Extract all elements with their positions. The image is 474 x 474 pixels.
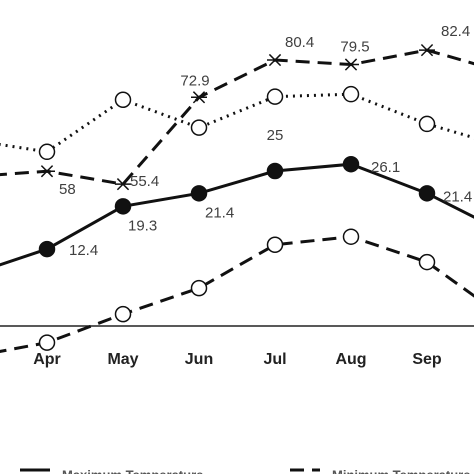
- point-marker: [190, 279, 208, 297]
- x-tick-label: Jul: [263, 351, 286, 368]
- x-tick-label: Apr: [33, 351, 61, 368]
- data-label: 19.3: [128, 217, 157, 234]
- star-marker: [267, 53, 283, 67]
- x-tick-label: May: [107, 351, 138, 368]
- data-label: 79.5: [340, 38, 369, 55]
- point-marker: [342, 155, 360, 173]
- point-marker: [266, 88, 284, 105]
- data-label: 21.4: [205, 204, 234, 221]
- point-marker: [114, 198, 132, 215]
- point-marker: [38, 240, 56, 258]
- point-marker: [190, 185, 208, 202]
- point-marker: [418, 185, 436, 202]
- point-marker: [342, 228, 360, 245]
- star-marker: [115, 178, 131, 191]
- data-label: 82.4: [441, 23, 470, 40]
- star-marker: [343, 58, 359, 71]
- series-line: [0, 92, 474, 154]
- series-line: [0, 48, 474, 186]
- legend-label: Minimum Temperature: [332, 467, 470, 474]
- data-label: 25: [267, 127, 284, 144]
- point-marker: [418, 253, 436, 271]
- data-label: 58: [59, 181, 76, 198]
- x-tick-label: Aug: [335, 351, 366, 368]
- data-label: 80.4: [285, 34, 314, 51]
- data-label: 55.4: [130, 173, 159, 190]
- legend-label: Maximum Temperature: [62, 467, 203, 474]
- point-marker: [266, 236, 284, 253]
- data-label: 26.1: [371, 159, 400, 176]
- x-tick-label: Sep: [412, 351, 442, 368]
- point-marker: [38, 143, 56, 161]
- star-marker: [419, 43, 435, 57]
- point-marker: [114, 91, 132, 109]
- data-label: 12.4: [69, 242, 98, 259]
- data-label: 72.9: [180, 72, 209, 89]
- point-marker: [114, 305, 132, 323]
- point-marker: [266, 162, 284, 180]
- series-line: [0, 162, 474, 267]
- series-line: [0, 235, 474, 353]
- x-tick-label: Jun: [185, 351, 213, 368]
- point-marker: [38, 334, 56, 351]
- point-marker: [190, 119, 208, 136]
- star-marker: [39, 165, 55, 178]
- point-marker: [342, 85, 360, 103]
- data-label: 21.4: [443, 188, 472, 205]
- point-marker: [418, 115, 436, 133]
- star-marker: [191, 91, 207, 104]
